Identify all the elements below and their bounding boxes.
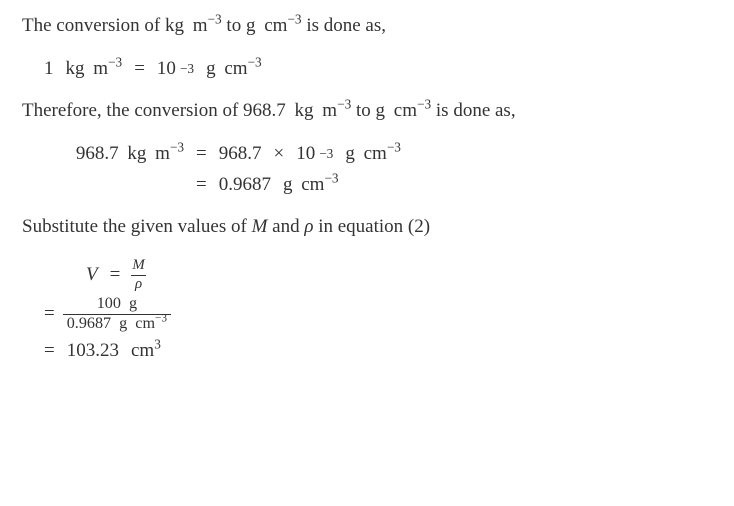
eq2-rhs1-mantissa: 10 (296, 142, 315, 167)
eq3-den-val: 0.9687 (67, 315, 111, 332)
p1-text-mid: to (226, 15, 246, 36)
eq3-mass-val: 100 (97, 295, 121, 312)
p2-unit-g-cm3-exp: −3 (417, 97, 431, 112)
unit-kg-m3: kg m−3 (165, 15, 226, 36)
eq1-rhs-unit: g cm−3 (206, 57, 262, 82)
eq3-var-V: V (86, 263, 98, 288)
eq3-equals-1: = (110, 263, 121, 288)
equation-block-3: V = M ρ = 100 g 0.9687 g (22, 258, 712, 364)
p2-unit-g-cm3: g cm−3 (376, 100, 436, 121)
eq1-rhs-unit-exp: −3 (248, 54, 262, 69)
p2-unit-kg: kg (295, 100, 314, 121)
eq3-result-val: 103.23 (67, 339, 119, 364)
unit-cm: cm (264, 15, 287, 36)
eq2-equals-2: = (196, 173, 207, 198)
eq1-lhs-unit-exp: −3 (108, 54, 122, 69)
eq1-line1: 1 kg m−3 = 10−3 g cm−3 (44, 57, 712, 82)
eq2-line1: 968.7 kg m−3 = 968.7 × 10−3 g cm−3 (44, 142, 712, 167)
eq3-den-unit-exp: −3 (155, 313, 167, 325)
eq2-rhs2-unit-a: g (283, 174, 293, 195)
p2-text-mid: to (356, 100, 376, 121)
eq3-frac-symbolic: M ρ (128, 258, 148, 292)
eq1-lhs-unit-a: kg (66, 58, 85, 79)
eq2-rhs2-unit: g cm−3 (283, 173, 339, 198)
eq3-line2: = 100 g 0.9687 g cm−3 (44, 296, 712, 333)
p3-text-mid: and (272, 216, 304, 237)
eq2-lhs-unit-b: m (155, 143, 170, 164)
eq3-frac-numeric: 100 g 0.9687 g cm−3 (63, 296, 171, 333)
p2-unit-m: m (322, 100, 337, 121)
unit-kg: kg (165, 15, 184, 36)
p1-text-end: is done as, (306, 15, 386, 36)
eq3-frac-num: M (128, 258, 148, 275)
eq3-frac2-num: 100 g (93, 296, 141, 314)
eq2-line2: = 0.9687 g cm−3 (44, 173, 712, 198)
p2-text-end: is done as, (436, 100, 516, 121)
eq2-rhs1-unit-a: g (345, 143, 355, 164)
unit-g-cm3: g cm−3 (246, 15, 306, 36)
eq1-rhs-unit-a: g (206, 58, 216, 79)
paragraph-intro-2: Therefore, the conversion of 968.7 kg m−… (22, 99, 712, 124)
equation-block-2: 968.7 kg m−3 = 968.7 × 10−3 g cm−3 (22, 142, 712, 197)
paragraph-intro-3: Substitute the given values of M and ρ i… (22, 215, 712, 240)
p1-text-pre: The conversion of (22, 15, 165, 36)
eq2-rhs1-unit-exp: −3 (387, 140, 401, 155)
eq2-equals-1: = (196, 142, 207, 167)
p3-var-rho: ρ (304, 216, 313, 237)
eq2-rhs1-unit: g cm−3 (345, 142, 401, 167)
eq3-den-unit-a: g (119, 315, 127, 332)
eq1-lhs-val: 1 (44, 57, 54, 82)
eq3-result-unit: cm3 (131, 339, 161, 364)
unit-kg-m3-exp: −3 (208, 12, 222, 27)
eq3-equals-3: = (44, 339, 55, 364)
eq3-mass-unit: g (129, 295, 137, 312)
eq3-frac-den: ρ (131, 275, 146, 293)
unit-g: g (246, 15, 256, 36)
p2-unit-g: g (376, 100, 386, 121)
unit-g-cm3-exp: −3 (287, 12, 301, 27)
p3-eqnum: (2) (408, 216, 430, 237)
eq2-lhs-unit-exp: −3 (170, 140, 184, 155)
p3-text-pre: Substitute the given values of (22, 216, 252, 237)
p2-unit-kg-m3-exp: −3 (337, 97, 351, 112)
eq3-result-unit-b: cm (131, 340, 154, 361)
paragraph-intro-1: The conversion of kg m−3 to g cm−3 is do… (22, 14, 712, 39)
eq2-rhs2-val: 0.9687 (219, 173, 271, 198)
eq2-rhs2-unit-exp: −3 (324, 170, 338, 185)
eq2-rhs1-unit-b: cm (364, 143, 387, 164)
eq3-frac2-den: 0.9687 g cm−3 (63, 314, 171, 333)
p2-density-val: 968.7 (243, 100, 286, 121)
unit-m: m (193, 15, 208, 36)
eq2-lhs-unit: kg m−3 (127, 143, 184, 164)
page-content: The conversion of kg m−3 to g cm−3 is do… (0, 0, 734, 506)
eq2-lhs-unit-a: kg (127, 143, 146, 164)
eq1-lhs-unit: kg m−3 (66, 57, 123, 82)
p2-unit-cm: cm (394, 100, 417, 121)
eq1-rhs-unit-b: cm (224, 58, 247, 79)
eq2-lhs-val: 968.7 (76, 143, 119, 164)
p2-unit-kg-m3: kg m−3 (295, 100, 356, 121)
p2-text-pre: Therefore, the conversion of (22, 100, 243, 121)
eq2-rhs2-unit-b: cm (301, 174, 324, 195)
p3-var-M: M (252, 216, 268, 237)
eq2-times: × (273, 142, 284, 167)
eq3-line1: V = M ρ (44, 258, 712, 292)
eq3-line3: = 103.23 cm3 (44, 339, 712, 364)
eq1-lhs-unit-b: m (93, 58, 108, 79)
equation-block-1: 1 kg m−3 = 10−3 g cm−3 (22, 57, 712, 82)
eq1-equals: = (134, 57, 145, 82)
eq3-result-unit-exp: 3 (154, 337, 161, 352)
eq3-equals-2: = (44, 302, 55, 327)
p3-text-mid2: in equation (318, 216, 408, 237)
eq1-rhs-mantissa: 10 (157, 57, 176, 82)
eq3-den-unit-b: cm (135, 315, 155, 332)
eq2-rhs1-val: 968.7 (219, 142, 262, 167)
